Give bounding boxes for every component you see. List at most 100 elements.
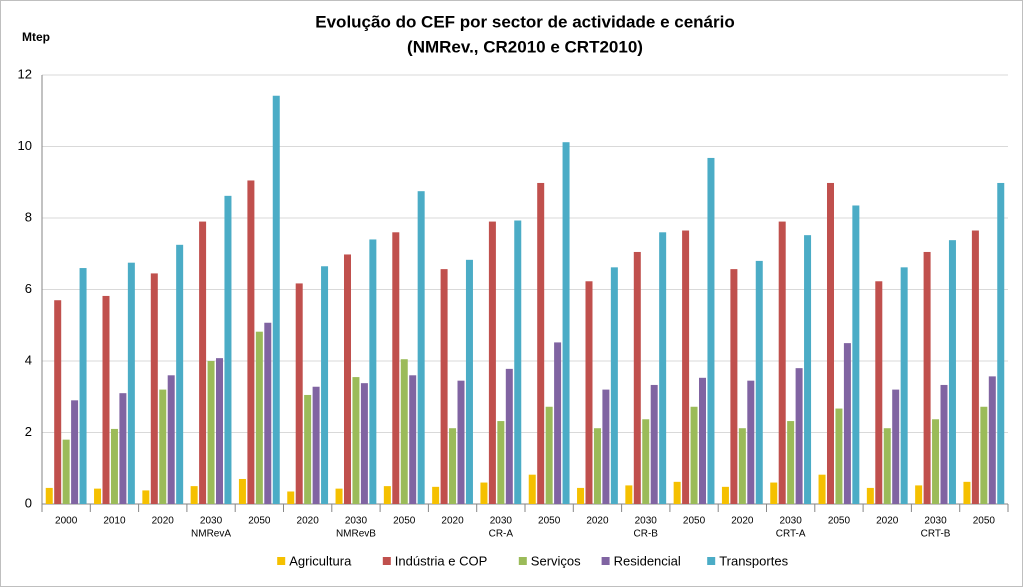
bar [755, 260, 763, 504]
bar [272, 95, 280, 505]
bar [963, 481, 971, 504]
bar [875, 281, 883, 504]
bar [593, 428, 601, 504]
bar [997, 182, 1005, 504]
x-tick-label: 2020 [152, 516, 175, 527]
x-tick-label: 2050 [538, 516, 561, 527]
x-tick-label: 2010 [103, 516, 126, 527]
bar [673, 481, 681, 504]
bar [62, 439, 70, 504]
bar [465, 259, 473, 504]
x-group-label: CRT-A [776, 529, 806, 540]
bar [690, 406, 698, 504]
bar [352, 377, 360, 504]
x-tick-label: 2030 [780, 516, 803, 527]
x-tick-label: 2050 [393, 516, 416, 527]
legend-label: Indústria e COP [395, 553, 488, 568]
bar [770, 482, 778, 504]
legend-label: Serviços [531, 553, 581, 568]
chart-title: Evolução do CEF por sector de actividade… [315, 12, 734, 31]
bar [71, 400, 79, 504]
x-group-label: CR-A [489, 529, 514, 540]
bar [383, 486, 391, 504]
bar [295, 283, 303, 504]
y-tick-label: 2 [25, 424, 32, 439]
bar [343, 254, 351, 504]
bar [747, 380, 755, 504]
bar [835, 408, 843, 504]
legend-swatch [518, 557, 527, 565]
bar [721, 486, 729, 504]
y-tick-label: 8 [25, 209, 32, 224]
bar [392, 232, 400, 505]
bar [915, 485, 923, 504]
x-group-label: NMRevA [191, 529, 231, 540]
y-tick-label: 0 [25, 495, 32, 510]
y-tick-label: 12 [18, 66, 32, 81]
y-tick-label: 4 [25, 352, 32, 367]
y-axis-label: Mtep [22, 30, 50, 44]
x-tick-label: 2030 [635, 516, 658, 527]
x-tick-label: 2050 [973, 516, 996, 527]
legend-swatch [707, 557, 716, 565]
bar [190, 486, 198, 504]
bar [238, 478, 246, 504]
bar [312, 386, 320, 504]
bar [417, 191, 425, 504]
bar [119, 393, 127, 504]
bar [625, 485, 633, 504]
bar [633, 251, 641, 504]
bar [932, 419, 940, 504]
bar [505, 368, 513, 504]
x-tick-label: 2000 [55, 516, 78, 527]
chart-subtitle: (NMRev., CR2010 e CRT2010) [407, 37, 643, 56]
bar [730, 269, 738, 504]
legend-label: Residencial [614, 553, 681, 568]
bar [110, 428, 118, 504]
bar [554, 342, 562, 504]
bar [409, 375, 417, 504]
x-group-label: CRT-B [921, 529, 951, 540]
bar [94, 488, 102, 504]
bar [682, 230, 690, 504]
x-tick-label: 2020 [731, 516, 754, 527]
bar [176, 244, 184, 504]
bar [127, 262, 135, 504]
bar [980, 406, 988, 504]
y-tick-label: 6 [25, 281, 32, 296]
x-tick-label: 2020 [441, 516, 464, 527]
bar [818, 474, 826, 504]
bar [247, 180, 255, 504]
x-tick-label: 2050 [683, 516, 706, 527]
bar [562, 142, 570, 504]
x-tick-label: 2020 [586, 516, 609, 527]
bar [321, 266, 329, 504]
bar [804, 235, 812, 504]
bar [659, 232, 667, 505]
bar [216, 358, 224, 504]
bar [102, 295, 110, 504]
bar [264, 322, 272, 504]
bar [642, 419, 650, 504]
bar [778, 221, 786, 504]
bar [488, 221, 496, 504]
bar [497, 421, 505, 504]
bar [650, 384, 658, 504]
bar [167, 375, 175, 504]
bar [738, 428, 746, 504]
x-group-label: NMRevB [336, 529, 376, 540]
bar [449, 428, 457, 504]
bar [795, 368, 803, 504]
bar [79, 268, 87, 504]
bar [432, 486, 440, 504]
legend-label: Agricultura [289, 553, 352, 568]
legend-label: Transportes [719, 553, 788, 568]
bar [150, 273, 158, 504]
bar [287, 491, 295, 504]
bar [892, 389, 900, 504]
legend-swatch [382, 557, 391, 565]
bar [883, 428, 891, 504]
bar [602, 389, 610, 504]
